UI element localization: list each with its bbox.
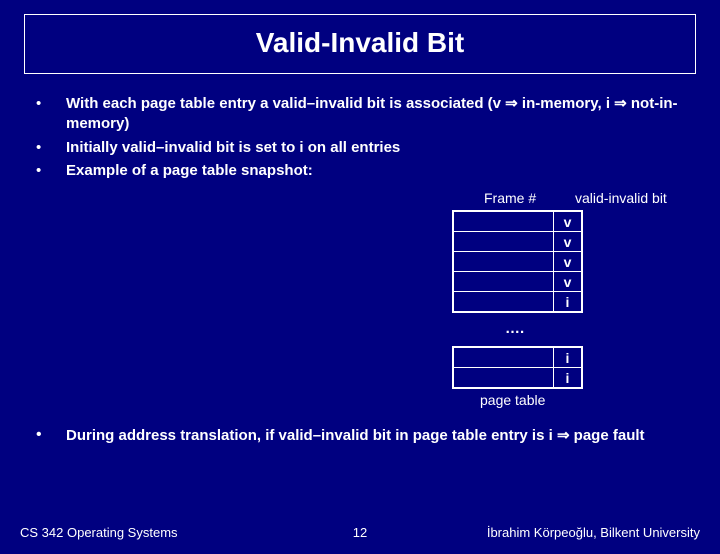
bit-cell: i bbox=[554, 368, 582, 388]
frame-cell bbox=[454, 368, 554, 388]
bullet-text: Initially valid–invalid bit is set to i … bbox=[66, 138, 684, 158]
table-row: v bbox=[454, 232, 582, 252]
title-container: Valid-Invalid Bit bbox=[24, 14, 696, 74]
page-table-top: v v v v i bbox=[452, 210, 583, 313]
bullet-item: • Example of a page table snapshot: bbox=[36, 161, 684, 181]
table-row: v bbox=[454, 272, 582, 292]
page-table-caption: page table bbox=[480, 392, 545, 408]
top-bullet-list: • With each page table entry a valid–inv… bbox=[36, 94, 684, 181]
table-row: i bbox=[454, 348, 582, 368]
frame-cell bbox=[454, 292, 554, 312]
table-row: i bbox=[454, 368, 582, 388]
frame-number-label: Frame # bbox=[484, 190, 536, 206]
bit-cell: v bbox=[554, 272, 582, 292]
footer-course: CS 342 Operating Systems bbox=[20, 525, 353, 540]
bullet-item: • During address translation, if valid–i… bbox=[36, 426, 684, 444]
frame-cell bbox=[454, 212, 554, 232]
bit-cell: v bbox=[554, 232, 582, 252]
bit-cell: v bbox=[554, 252, 582, 272]
bit-cell: i bbox=[554, 292, 582, 312]
bullet-item: • Initially valid–invalid bit is set to … bbox=[36, 138, 684, 158]
frame-cell bbox=[454, 272, 554, 292]
footer: CS 342 Operating Systems 12 İbrahim Körp… bbox=[0, 525, 720, 540]
table-ellipsis: …. bbox=[505, 320, 524, 337]
frame-cell bbox=[454, 348, 554, 368]
bullet-text: Example of a page table snapshot: bbox=[66, 161, 684, 181]
bit-cell: i bbox=[554, 348, 582, 368]
bottom-bullet-area: • During address translation, if valid–i… bbox=[36, 426, 684, 444]
bit-cell: v bbox=[554, 212, 582, 232]
table-row: v bbox=[454, 252, 582, 272]
frame-cell bbox=[454, 232, 554, 252]
valid-invalid-label: valid-invalid bit bbox=[575, 190, 667, 206]
slide-title: Valid-Invalid Bit bbox=[25, 27, 695, 59]
content-area: • With each page table entry a valid–inv… bbox=[36, 94, 684, 181]
bullet-text: During address translation, if valid–inv… bbox=[66, 426, 684, 444]
bullet-mark: • bbox=[36, 426, 66, 444]
frame-cell bbox=[454, 252, 554, 272]
bullet-mark: • bbox=[36, 161, 66, 181]
bullet-mark: • bbox=[36, 138, 66, 158]
footer-author: İbrahim Körpeoğlu, Bilkent University bbox=[367, 525, 700, 540]
bullet-item: • With each page table entry a valid–inv… bbox=[36, 94, 684, 135]
table-row: v bbox=[454, 212, 582, 232]
table-row: i bbox=[454, 292, 582, 312]
bullet-mark: • bbox=[36, 94, 66, 135]
page-table-bottom: i i bbox=[452, 346, 583, 389]
footer-page-number: 12 bbox=[353, 525, 367, 540]
bullet-text: With each page table entry a valid–inval… bbox=[66, 94, 684, 135]
